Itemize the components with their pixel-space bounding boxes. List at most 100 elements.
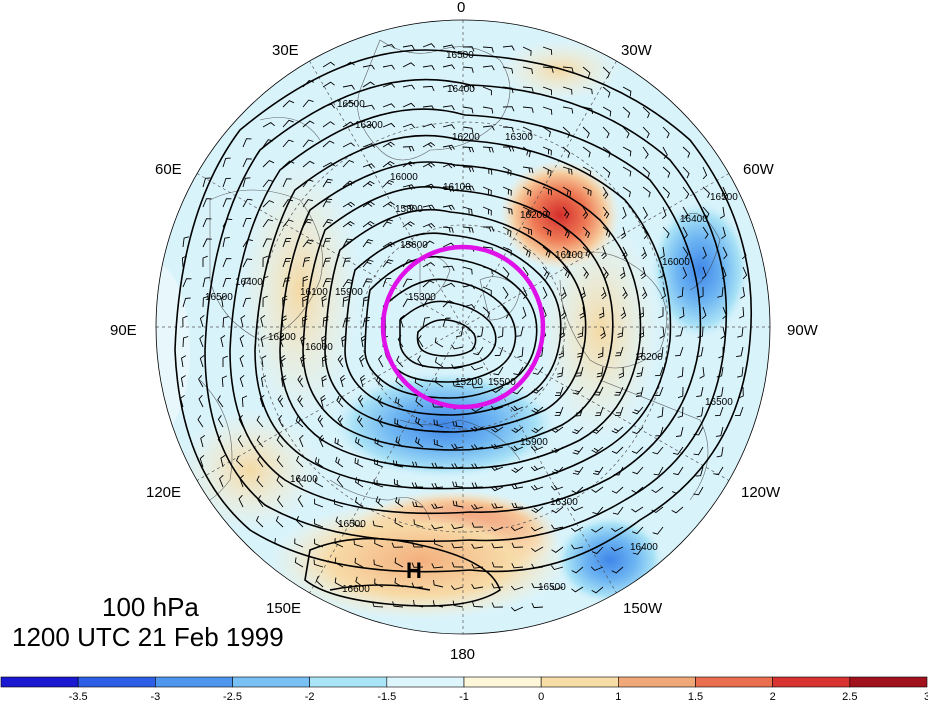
wind-barb [342, 238, 353, 248]
wind-barb [702, 226, 709, 239]
wind-barb [382, 64, 395, 70]
wind-barb [542, 106, 553, 115]
lon-label-120e: 120E [146, 484, 181, 501]
wind-barb [415, 436, 424, 448]
wind-barb [451, 543, 464, 549]
wind-barb [582, 226, 591, 238]
wind-barb [242, 277, 251, 288]
wind-barb [395, 376, 404, 388]
wind-barb [422, 142, 435, 148]
wind-barb [638, 326, 645, 339]
wind-barb [217, 415, 224, 428]
wind-barb [442, 44, 455, 50]
contour-label: 16100 [443, 182, 471, 193]
contour-label: 16300 [550, 497, 578, 508]
wind-barb [322, 162, 335, 168]
wind-barb [318, 434, 325, 448]
wind-barb [552, 466, 564, 475]
lon-label-180: 180 [450, 646, 475, 663]
colorbar-tick-label: -2 [305, 691, 315, 702]
wind-barb [655, 366, 664, 377]
wind-barb [442, 226, 454, 233]
wind-barb [582, 166, 592, 177]
wind-barb [618, 366, 624, 379]
wind-barb [737, 366, 744, 378]
contour-label: 16200 [268, 332, 296, 343]
wind-barb [620, 226, 627, 240]
wind-barb [473, 346, 484, 356]
wind-barb [482, 166, 493, 175]
contour-label: 16000 [390, 172, 418, 183]
wind-barb [658, 307, 664, 319]
wind-barb [739, 306, 745, 319]
wind-barb [199, 334, 204, 348]
wind-barb [550, 484, 564, 491]
wind-barb [675, 326, 684, 337]
wind-barb [551, 426, 564, 433]
wind-barb [577, 346, 584, 358]
wind-barb [471, 383, 484, 389]
wind-barb [433, 419, 444, 428]
wind-barb [713, 466, 724, 476]
wind-barb [502, 186, 512, 196]
wind-barb [282, 219, 294, 228]
wind-barb [452, 420, 464, 428]
wind-barb [402, 84, 415, 90]
wind-barb [622, 186, 631, 198]
wind-barb [592, 506, 604, 515]
wind-barb [672, 486, 684, 495]
wind-barb [322, 178, 333, 188]
wind-barb [342, 180, 355, 188]
wind-barb [559, 326, 565, 339]
wind-barb [276, 475, 284, 488]
wind-barb [561, 306, 567, 320]
wind-barb [180, 394, 185, 408]
wind-barb [652, 446, 664, 455]
wind-barb [282, 119, 294, 128]
wind-barb [476, 326, 484, 338]
wind-barb [302, 199, 314, 208]
wind-barb [551, 546, 564, 553]
wind-barb [471, 522, 484, 528]
wind-barb [442, 84, 455, 90]
wind-barb [701, 266, 707, 280]
wind-barb [675, 426, 684, 437]
wind-barb [699, 366, 705, 379]
wind-barb [580, 286, 586, 299]
wind-barb [672, 446, 684, 455]
wind-barb [222, 277, 232, 288]
wind-barb [442, 282, 456, 288]
wind-barb [362, 296, 369, 308]
wind-barb [562, 146, 571, 158]
wind-barb [202, 177, 211, 188]
wind-barb [399, 314, 405, 328]
wind-barb [300, 334, 306, 348]
wind-barb [402, 259, 414, 268]
contour-label: 16400 [290, 474, 318, 485]
lon-label-60w: 60W [743, 161, 775, 178]
wind-barb [442, 204, 455, 211]
wind-barb [677, 366, 684, 378]
wind-barb [511, 563, 524, 569]
wind-barb [582, 66, 591, 78]
wind-barb [562, 166, 573, 175]
wind-barb [462, 126, 474, 134]
wind-barb [696, 346, 704, 358]
wind-barb [342, 121, 355, 128]
wind-barb [602, 106, 612, 117]
wind-barb [322, 140, 335, 148]
wind-barb [502, 106, 515, 112]
contour-label: 16000 [662, 257, 690, 268]
wind-barb [302, 275, 309, 288]
wind-barb [281, 315, 287, 328]
wind-barb [662, 186, 670, 199]
wind-barb [622, 286, 628, 299]
wind-barb [550, 585, 564, 591]
wind-barb [531, 563, 544, 569]
contour-label: 16500 [705, 397, 733, 408]
wind-barb [237, 435, 244, 448]
wind-barb [662, 226, 670, 239]
colorbar-swatch [618, 676, 696, 688]
wind-barb [517, 346, 524, 358]
wind-barb [610, 546, 624, 552]
